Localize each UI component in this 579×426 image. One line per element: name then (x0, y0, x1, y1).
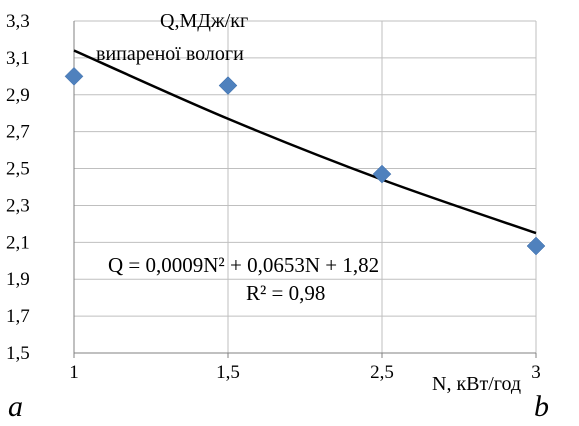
y-tick-label: 1,7 (6, 306, 30, 327)
grid-lines (74, 20, 537, 353)
y-axis-label-line-1: Q,МДж/кг (160, 10, 248, 32)
trendline (73, 49, 537, 235)
x-tick-label: 1 (69, 362, 79, 383)
trendline-group (73, 49, 537, 235)
corner-label-a: a (8, 390, 23, 423)
x-tick-labels: 1 1,5 2,5 3 (69, 362, 541, 383)
data-point-marker (526, 236, 546, 256)
trendline-r2: R² = 0,98 (246, 281, 325, 305)
x-tick-label: 2,5 (370, 362, 394, 383)
data-point-marker (372, 164, 392, 184)
data-points (64, 66, 546, 256)
data-point-marker (218, 76, 238, 95)
corner-label-b: b (534, 390, 549, 423)
y-tick-label: 2,9 (6, 85, 30, 106)
y-axis-label-line-2: випареної вологи (96, 43, 244, 65)
x-tick-label: 1,5 (216, 362, 240, 383)
y-tick-labels: 1,5 1,7 1,9 2,1 2,3 2,5 2,7 2,9 3,1 3,3 (6, 11, 30, 364)
axes (73, 21, 537, 358)
y-tick-label: 3,1 (6, 48, 30, 69)
y-tick-label: 2,3 (6, 195, 30, 216)
y-tick-label: 2,7 (6, 122, 30, 143)
data-point-marker (64, 66, 84, 86)
y-tick-label: 2,1 (6, 232, 30, 253)
x-axis-label: N, кВт/год (432, 373, 521, 395)
trendline-equation: Q = 0,0009N² + 0,0653N + 1,82 (108, 253, 379, 277)
y-tick-label: 1,9 (6, 269, 30, 290)
x-tick-label: 3 (531, 362, 541, 383)
y-tick-label: 1,5 (6, 343, 30, 364)
y-tick-label: 3,3 (6, 11, 30, 32)
y-tick-label: 2,5 (6, 159, 30, 180)
